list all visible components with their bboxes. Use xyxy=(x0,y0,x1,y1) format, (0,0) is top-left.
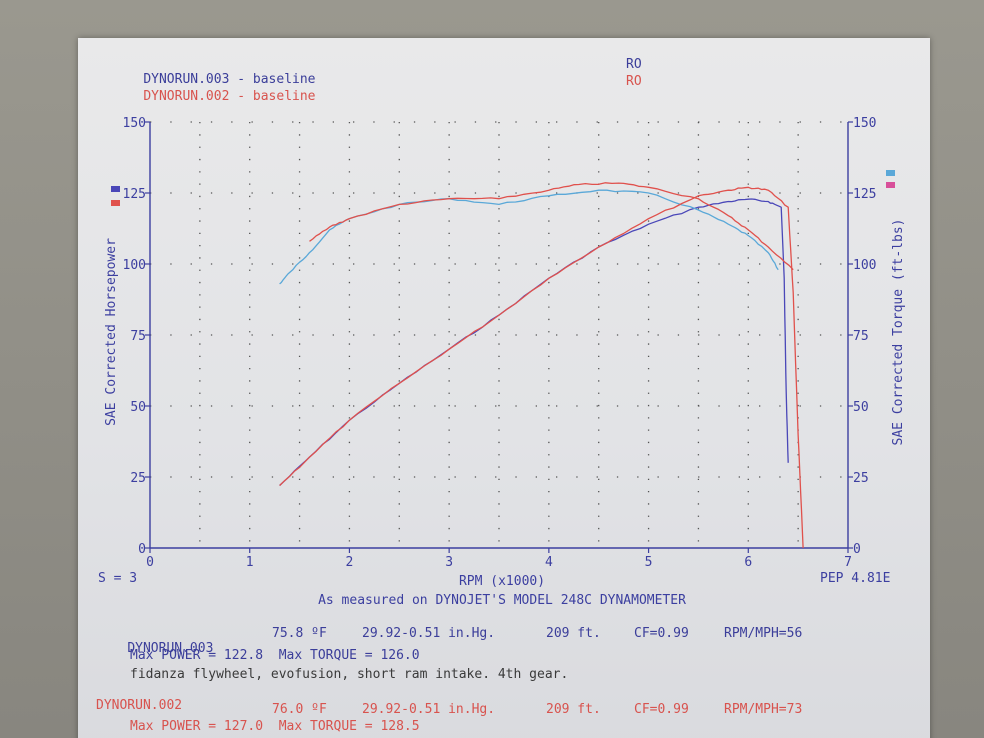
run1-temp: 75.8 ºF xyxy=(272,626,327,641)
x-tick-label: 7 xyxy=(844,555,852,570)
run2-pressure: 29.92-0.51 in.Hg. xyxy=(362,702,496,717)
run1-max: Max POWER = 122.8 Max TORQUE = 126.0 xyxy=(130,648,420,663)
y2-tick-label: 50 xyxy=(853,400,869,415)
run2-temp: 76.0 ºF xyxy=(272,702,327,717)
y2-tick-label: 75 xyxy=(853,329,869,344)
legend-swatches xyxy=(111,170,895,206)
series-line-dynorun-002-torque xyxy=(309,182,794,271)
measured-label: As measured on DYNOJET'S MODEL 248C DYNA… xyxy=(318,593,686,608)
y2-tick-label: 0 xyxy=(853,542,861,557)
x-tick-label: 1 xyxy=(246,555,254,570)
swatch-run002-torque xyxy=(886,182,895,188)
chart-series xyxy=(279,182,804,549)
header-run2-name: DYNORUN.002 xyxy=(143,89,230,104)
series-line-dynorun-002-power xyxy=(279,186,804,549)
series-line-dynorun-003-torque xyxy=(279,189,779,285)
swatch-run003-power xyxy=(111,186,120,192)
pep-label: PEP 4.81E xyxy=(820,571,890,586)
y-tick-label: 25 xyxy=(130,471,146,486)
run1-cf: CF=0.99 xyxy=(634,626,689,641)
header-run2-sep: - xyxy=(237,89,246,104)
x-tick-label: 4 xyxy=(545,555,553,570)
swatch-run003-torque xyxy=(886,170,895,176)
chart-ticks: 0 25 50 75 100 125 150 0 25 50 75 100 125 150 0 1 2 3 4 5 6 7 xyxy=(123,116,877,570)
y-tick-label: 75 xyxy=(130,329,146,344)
x-tick-label: 2 xyxy=(346,555,354,570)
y-tick-label: 0 xyxy=(138,542,146,557)
x-tick-label: 5 xyxy=(645,555,653,570)
y2-axis-label: SAE Corrected Torque (ft-lbs) xyxy=(891,219,906,446)
run1-rpm-mph: RPM/MPH=56 xyxy=(724,626,803,641)
y2-tick-label: 100 xyxy=(853,258,876,273)
header-run2-code: RO xyxy=(626,74,642,89)
header-run2-label: baseline xyxy=(252,89,316,104)
smoothing-label: S = 3 xyxy=(98,571,137,586)
run2-rpm-mph: RPM/MPH=73 xyxy=(724,702,803,717)
y2-tick-label: 125 xyxy=(853,187,876,202)
y-tick-label: 150 xyxy=(123,116,146,131)
run2-max: Max POWER = 127.0 Max TORQUE = 128.5 xyxy=(130,719,420,734)
run1-note: fidanza flywheel, evofusion, short ram i… xyxy=(130,667,569,682)
x-tick-label: 6 xyxy=(744,555,752,570)
y-tick-label: 125 xyxy=(123,187,146,202)
y-axis-label: SAE Corrected Horsepower xyxy=(104,238,119,426)
run1-pressure: 29.92-0.51 in.Hg. xyxy=(362,626,496,641)
run1-name: DYNORUN.003 xyxy=(127,641,214,656)
x-tick-label: 0 xyxy=(146,555,154,570)
header-run1-name: DYNORUN.003 xyxy=(143,72,230,87)
x-axis-label: RPM (x1000) xyxy=(459,574,545,589)
header-run1-code: RO xyxy=(626,57,642,72)
header-run1: DYNORUN.003 - baseline xyxy=(112,57,316,102)
run1-details: DYNORUN.003 xyxy=(96,626,213,671)
header-run2: DYNORUN.002 - baseline xyxy=(112,74,316,119)
swatch-run002-power xyxy=(111,200,120,206)
y2-tick-label: 25 xyxy=(853,471,869,486)
run1-elevation: 209 ft. xyxy=(546,626,601,641)
y2-tick-label: 150 xyxy=(853,116,876,131)
header-run1-sep: - xyxy=(237,72,246,87)
x-tick-label: 3 xyxy=(445,555,453,570)
dyno-sheet xyxy=(78,38,930,738)
header-run1-label: baseline xyxy=(252,72,316,87)
series-line-dynorun-003-power xyxy=(279,198,789,486)
chart-axes xyxy=(149,122,849,549)
chart-grid xyxy=(150,121,848,548)
y-tick-label: 100 xyxy=(123,258,146,273)
run2-elevation: 209 ft. xyxy=(546,702,601,717)
run2-name: DYNORUN.002 xyxy=(96,698,183,713)
y-tick-label: 50 xyxy=(130,400,146,415)
run2-cf: CF=0.99 xyxy=(634,702,689,717)
